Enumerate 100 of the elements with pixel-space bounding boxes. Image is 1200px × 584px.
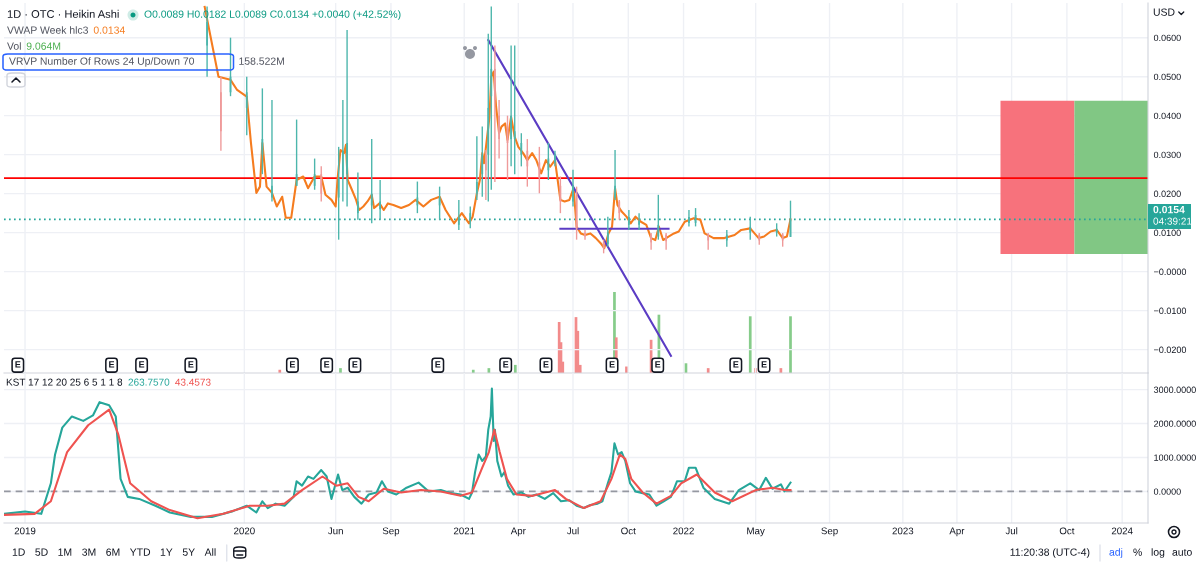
- candlestick: [346, 29, 348, 208]
- bar: [513, 364, 517, 373]
- candlestick: [206, 5, 208, 78]
- annotation: E: [352, 361, 358, 368]
- candlestick: [370, 138, 373, 224]
- candlestick: [650, 232, 653, 251]
- x-tick-label: Oct: [621, 527, 636, 535]
- chart-title: 1D · OTC · Heikin Ashi: [7, 9, 119, 18]
- candlestick: [320, 165, 323, 203]
- candlestick: [575, 185, 578, 241]
- annotation: 9.064M: [26, 42, 61, 50]
- candlestick: [749, 215, 752, 241]
- x-tick-label: Apr: [510, 527, 526, 537]
- annotation: VRVP Number Of Rows 24 Up/Down 70: [9, 57, 195, 67]
- candlestick: [526, 138, 529, 188]
- x-tick-label: Oct: [1059, 527, 1075, 535]
- candlestick: [469, 205, 472, 230]
- candlestick: [498, 99, 500, 160]
- text: 11:20:38 (UTC-4): [1010, 548, 1090, 558]
- candlestick: [665, 232, 668, 251]
- candlestick: [618, 199, 621, 221]
- x-tick-label: 2023: [892, 527, 914, 535]
- candlestick: [584, 229, 586, 241]
- x-tick-label: Apr: [949, 527, 965, 537]
- x-tick-label: Sep: [382, 527, 400, 537]
- candlestick: [688, 209, 690, 228]
- candlestick: [559, 175, 562, 214]
- text: 6M: [106, 548, 120, 556]
- candlestick: [475, 135, 478, 201]
- annotation: 43.4573: [175, 378, 211, 386]
- candlestick: [271, 99, 273, 203]
- text: 1Y: [160, 548, 173, 556]
- text: 04:39:21: [1153, 217, 1192, 225]
- y-tick-label: 0.0000: [1153, 488, 1181, 495]
- candlestick: [513, 44, 516, 175]
- text: adj: [1109, 548, 1123, 558]
- candlestick: [725, 229, 728, 248]
- candlestick: [416, 180, 419, 214]
- annotation: E: [503, 361, 509, 368]
- y-tick-label: 0.0600: [1153, 34, 1181, 42]
- candlestick: [356, 171, 359, 221]
- candlestick: [614, 149, 616, 201]
- text: %: [1133, 548, 1142, 556]
- line-series: [4, 387, 792, 518]
- candlestick: [547, 142, 550, 181]
- text: YTD: [129, 548, 151, 556]
- candlestick: [379, 179, 382, 221]
- candlestick: [602, 238, 605, 255]
- candlestick: [438, 185, 441, 221]
- y-tick-label: −0.0100: [1154, 307, 1187, 314]
- text: 5D: [35, 548, 48, 556]
- x-tick-label: 2022: [673, 527, 694, 535]
- y-tick-label: 0.0400: [1153, 112, 1181, 120]
- annotation: E: [609, 361, 615, 368]
- bar: [748, 316, 752, 373]
- annotation: E: [290, 361, 296, 368]
- x-tick-label: Jun: [327, 527, 343, 535]
- candlestick: [313, 157, 316, 191]
- annotation: 263.7570: [128, 378, 170, 386]
- annotation: E: [15, 361, 21, 368]
- annotation: E: [324, 361, 330, 368]
- text: USD: [1153, 8, 1175, 16]
- x-tick-label: Sep: [821, 527, 838, 537]
- x-tick-label: Jul: [1005, 527, 1018, 535]
- y-tick-label: 0.0300: [1153, 151, 1181, 159]
- text: Vol: [7, 42, 21, 50]
- x-tick-label: 2020: [234, 527, 255, 535]
- candlestick: [538, 146, 541, 194]
- candlestick: [261, 87, 264, 175]
- annotation: E: [109, 361, 115, 368]
- text: KST 17 12 20 25 6 5 1 1 8: [6, 378, 123, 386]
- annotation: E: [761, 361, 767, 368]
- y-tick-label: 1000.0000: [1154, 454, 1196, 461]
- bar: [706, 368, 710, 373]
- text: 0.0154: [1153, 205, 1185, 214]
- candlestick: [484, 149, 487, 201]
- candlestick: [572, 169, 574, 208]
- candlestick: [493, 44, 496, 183]
- text: 1D: [12, 548, 25, 556]
- candlestick: [457, 199, 460, 231]
- candlestick: [245, 75, 248, 136]
- text: auto: [1172, 548, 1192, 556]
- annotation: E: [139, 361, 145, 368]
- candlestick: [295, 118, 298, 187]
- text: 5Y: [182, 548, 195, 556]
- x-tick-label: Jul: [566, 527, 579, 535]
- candlestick: [707, 232, 710, 251]
- text: 1M: [58, 548, 72, 556]
- candlestick: [657, 194, 660, 241]
- annotation: E: [188, 361, 194, 368]
- candlestick: [554, 150, 556, 168]
- text: VWAP Week hlc3: [7, 26, 88, 34]
- line-series: [4, 408, 792, 520]
- y-tick-label: 0.0200: [1153, 190, 1181, 198]
- candlestick: [627, 209, 630, 231]
- text: 3M: [82, 548, 96, 556]
- annotation: E: [543, 361, 549, 368]
- x-tick-label: 2024: [1111, 527, 1133, 535]
- candlestick: [337, 146, 340, 241]
- x-tick-label: May: [747, 527, 765, 537]
